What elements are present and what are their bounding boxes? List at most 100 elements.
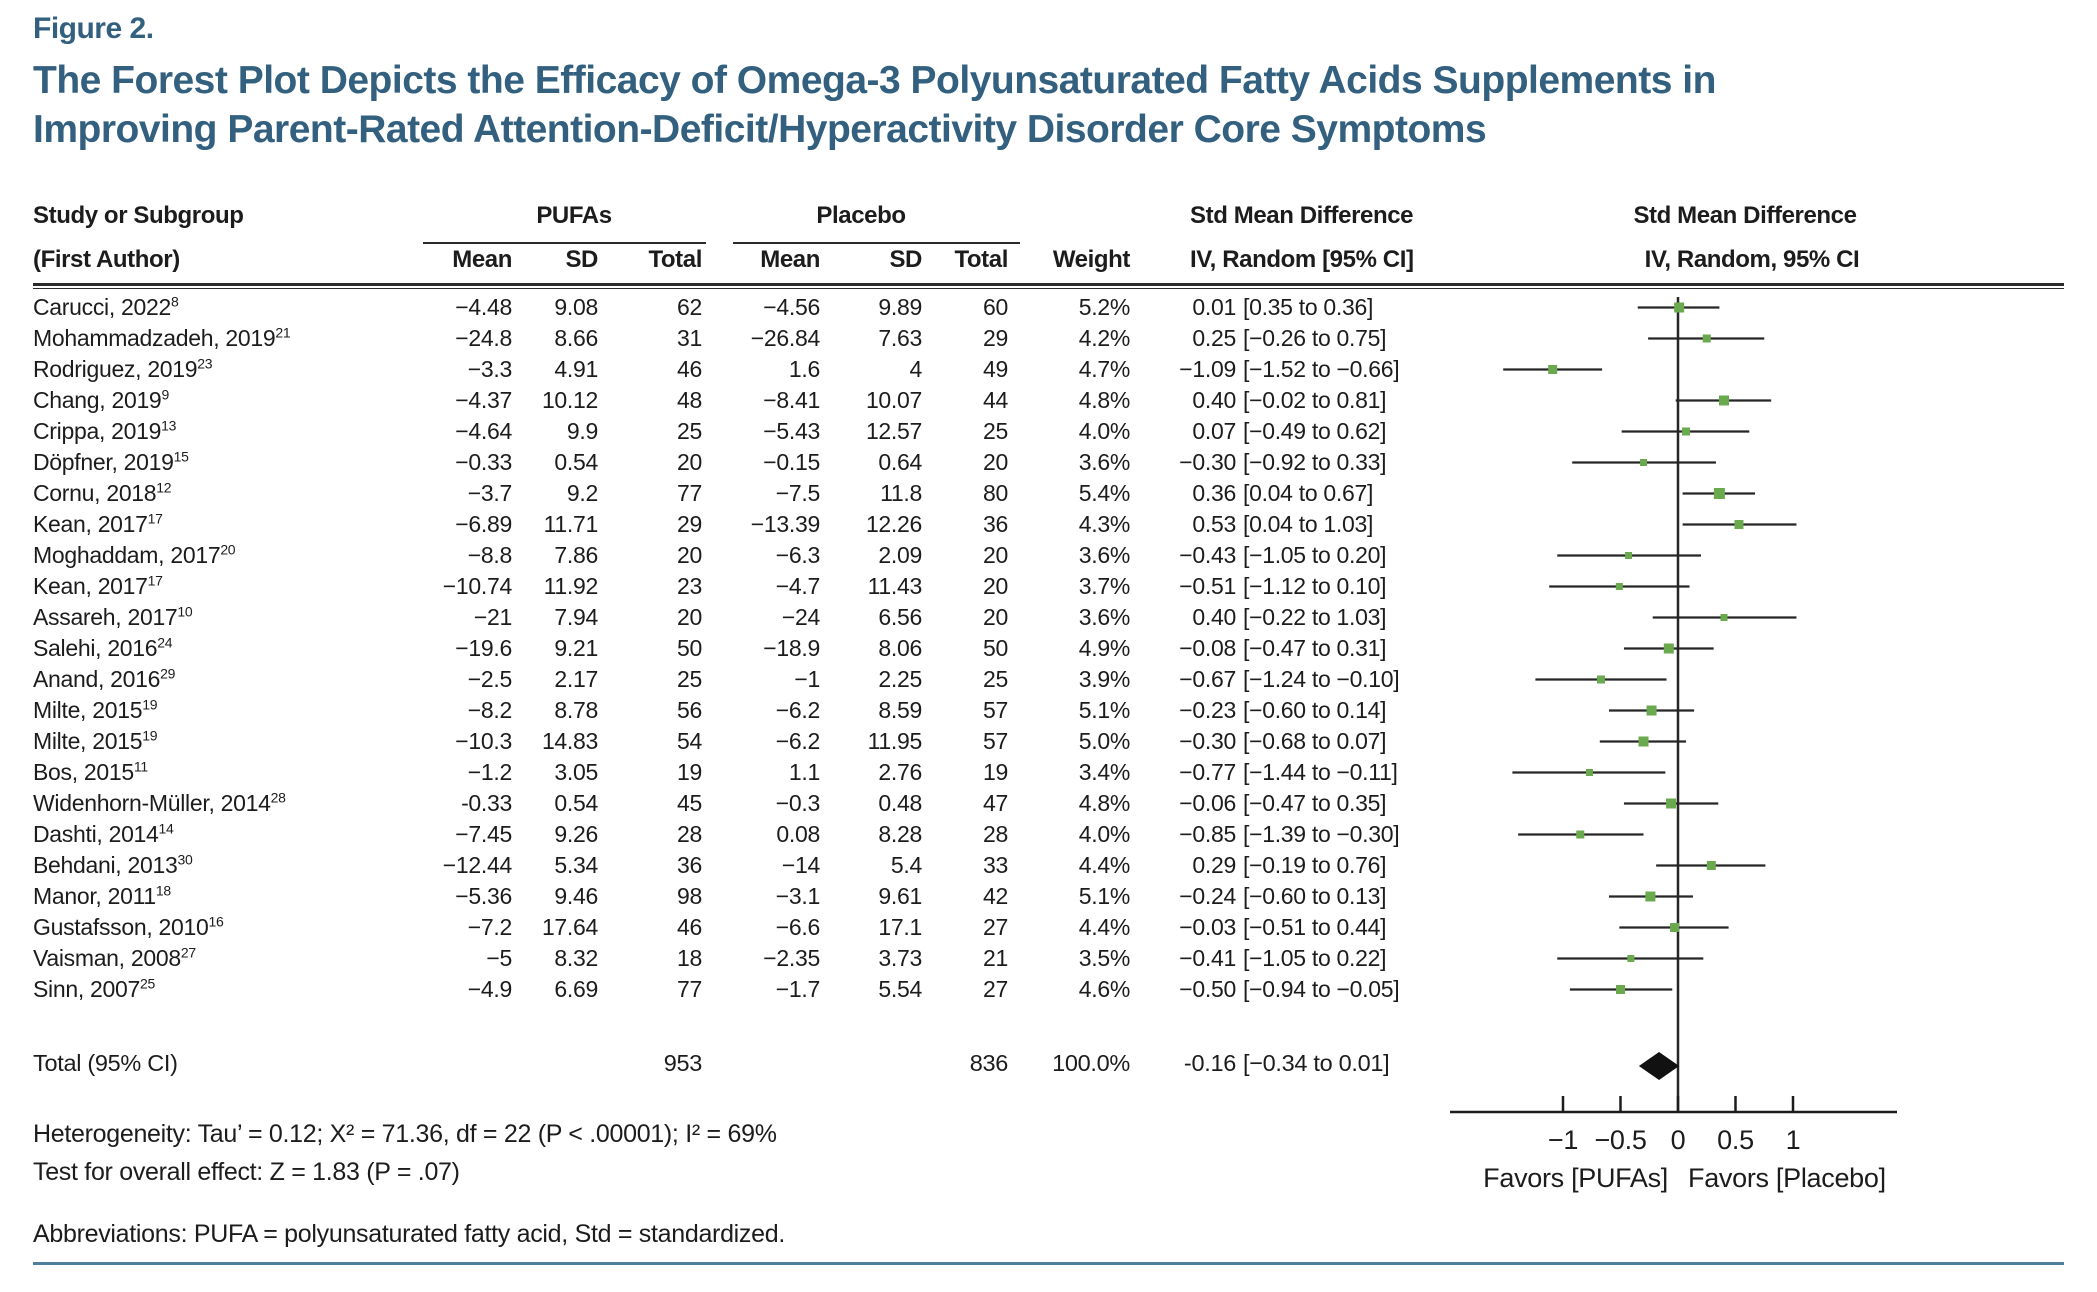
smd-estimate: −0.50 — [1179, 976, 1236, 1002]
smd-ci-bracket: [−1.05 to 0.22] — [1243, 945, 1387, 971]
placebo-mean-value: 0.08 — [776, 821, 820, 847]
placebo-mean-value: −7.5 — [775, 480, 821, 506]
pufas-sd-value: 4.91 — [554, 356, 598, 382]
weight-value: 4.4% — [1078, 852, 1131, 878]
group-header-placebo: Placebo — [816, 202, 906, 229]
smd-estimate: −0.43 — [1179, 542, 1236, 568]
pufas-total-value: 54 — [677, 728, 702, 754]
placebo-sd-value: 0.48 — [878, 790, 922, 816]
study-label: Döpfner, 2019 — [33, 449, 174, 475]
pufas-mean-value: −3.7 — [467, 480, 513, 506]
pufas-total-value: 46 — [677, 356, 702, 382]
smd-ci-bracket: [0.04 to 0.67] — [1243, 480, 1374, 506]
pufas-sd-value: 14.83 — [541, 728, 598, 754]
smd-ci-bracket: [−1.05 to 0.20] — [1243, 542, 1387, 568]
effect-marker — [1627, 955, 1635, 962]
smd-ci-bracket: [−0.51 to 0.44] — [1243, 914, 1387, 940]
study-rows: Carucci, 20228 −4.48 9.08 62 −4.56 9.89 … — [33, 292, 2064, 1005]
pufas-sd-value: 8.78 — [554, 697, 598, 723]
placebo-sd-value: 8.28 — [878, 821, 922, 847]
placebo-total-value: 49 — [983, 356, 1008, 382]
smd-ci-text: −0.85 [−1.39 to −0.30] — [1136, 821, 1440, 848]
pufas-mean-value: −10.3 — [455, 728, 512, 754]
weight-value: 3.9% — [1078, 666, 1131, 692]
placebo-mean-value: −18.9 — [763, 635, 820, 661]
table-row: Döpfner, 201915 −0.33 0.54 20 −0.15 0.64… — [33, 447, 2064, 478]
total-placebo-n: 836 — [969, 1050, 1009, 1076]
smd-ci-bracket: [−0.60 to 0.14] — [1243, 697, 1387, 723]
weight-value: 5.4% — [1078, 480, 1131, 506]
study-ref-superscript: 17 — [147, 572, 163, 589]
axis-tick-label: 1 — [1786, 1125, 1801, 1155]
placebo-total-value: 20 — [983, 604, 1008, 630]
placebo-sd-value: 7.63 — [878, 325, 922, 351]
pufas-spanner-rule — [423, 242, 706, 244]
pufas-sd-value: 2.17 — [554, 666, 598, 692]
smd-estimate: 0.07 — [1192, 418, 1236, 444]
pufas-mean-value: −2.5 — [467, 666, 513, 692]
study-label: Behdani, 2013 — [33, 852, 178, 878]
col-header-weight: Weight — [1052, 246, 1131, 273]
study-ref-superscript: 24 — [157, 634, 173, 651]
smd-ci-bracket: [−0.26 to 0.75] — [1243, 325, 1387, 351]
pufas-total-value: 23 — [677, 573, 702, 599]
figure-title-line1: The Forest Plot Depicts the Efficacy of … — [33, 59, 1716, 102]
pufas-mean-value: −8.8 — [467, 542, 513, 568]
placebo-sd-value: 11.43 — [867, 573, 923, 599]
study-ref-superscript: 18 — [155, 882, 171, 899]
placebo-total-value: 19 — [983, 759, 1008, 785]
placebo-sd-value: 5.54 — [878, 976, 922, 1002]
placebo-sd-value: 9.61 — [878, 883, 922, 909]
pufas-mean-value: −5 — [486, 945, 512, 971]
effect-marker — [1638, 736, 1649, 747]
smd-ci-bracket: [−0.19 to 0.76] — [1243, 852, 1387, 878]
weight-value: 4.4% — [1078, 914, 1131, 940]
smd-ci-text: −0.67 [−1.24 to −0.10] — [1136, 666, 1440, 693]
effect-marker — [1702, 334, 1711, 343]
smd-estimate: 0.36 — [1192, 480, 1236, 506]
study-ref-superscript: 27 — [180, 944, 196, 961]
smd-ci-bracket: [−0.94 to −0.05] — [1243, 976, 1400, 1002]
smd-ci-bracket: [−1.44 to −0.11] — [1243, 759, 1398, 785]
total-pufas-n: 953 — [663, 1050, 703, 1076]
smd-ci-text: −0.50 [−0.94 to −0.05] — [1136, 976, 1440, 1003]
placebo-mean-value: −14 — [781, 852, 820, 878]
weight-value: 4.8% — [1078, 790, 1131, 816]
pufas-mean-value: -0.33 — [461, 790, 512, 816]
placebo-total-value: 42 — [983, 883, 1008, 909]
placebo-total-value: 57 — [983, 697, 1008, 723]
smd-estimate: −0.03 — [1179, 914, 1236, 940]
placebo-sd-value: 17.1 — [878, 914, 922, 940]
effect-marker — [1670, 923, 1680, 932]
study-ref-superscript: 17 — [147, 510, 163, 527]
placebo-sd-value: 2.09 — [878, 542, 922, 568]
pufas-mean-value: −4.64 — [455, 418, 512, 444]
placebo-total-value: 20 — [983, 449, 1008, 475]
placebo-total-value: 21 — [983, 945, 1008, 971]
effect-marker — [1663, 643, 1674, 654]
placebo-total-value: 36 — [983, 511, 1008, 537]
pufas-mean-value: −0.33 — [455, 449, 512, 475]
effect-marker — [1734, 520, 1744, 529]
pufas-sd-value: 6.69 — [554, 976, 598, 1002]
forest-plot-svg: −1 −0.5 0 0.5 1 Favors [PUFAs] Favors [Placebo… — [1450, 297, 1897, 1193]
placebo-sd-value: 8.59 — [878, 697, 922, 723]
effect-marker — [1616, 985, 1625, 994]
smd-estimate: 0.40 — [1192, 604, 1236, 630]
smd-ci-text: 0.40 [−0.02 to 0.81] — [1136, 387, 1440, 414]
smd-ci-bracket: [−0.47 to 0.35] — [1243, 790, 1387, 816]
effect-marker — [1646, 705, 1657, 716]
study-label: Sinn, 2007 — [33, 976, 140, 1002]
placebo-mean-value: −6.2 — [775, 697, 821, 723]
pufas-sd-value: 8.32 — [554, 945, 598, 971]
study-ref-superscript: 10 — [177, 603, 193, 620]
total-smd-estimate: -0.16 — [1183, 1050, 1236, 1076]
smd-estimate: 0.29 — [1192, 852, 1236, 878]
figure-title: The Forest Plot Depicts the Efficacy of … — [33, 56, 2033, 154]
weight-value: 4.3% — [1078, 511, 1131, 537]
study-label: Assareh, 2017 — [33, 604, 178, 630]
pufas-mean-value: −5.36 — [455, 883, 512, 909]
study-ref-superscript: 15 — [173, 448, 189, 465]
overall-effect-text: Test for overall effect: Z = 1.83 (P = .… — [33, 1158, 460, 1186]
total-row: Total (95% CI) 953 836 100.0% -0.16 [−0.3… — [33, 1048, 2064, 1079]
